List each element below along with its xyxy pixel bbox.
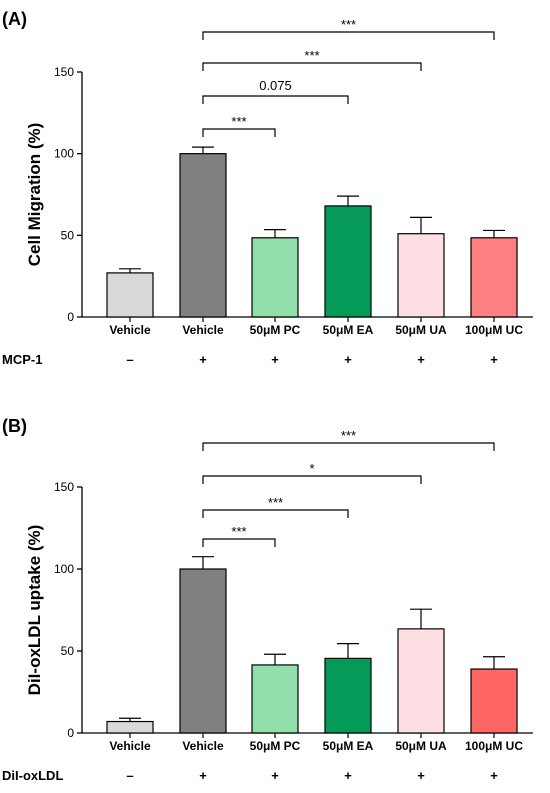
x-tick-label: 50μM PC [250, 739, 301, 753]
chart-panel-a: (A) 0 50 100 150 Cell Migration (%) Vehicle – Ve… [2, 9, 533, 367]
x-tick-label: 50μM UA [395, 323, 447, 337]
treatment-mark: + [344, 352, 352, 367]
treatment-mark: + [417, 352, 425, 367]
treatment-mark: + [490, 768, 498, 783]
treatment-mark: + [271, 352, 279, 367]
y-tick-label: 100 [54, 147, 74, 161]
y-tick-label: 0 [67, 726, 74, 740]
bar [470, 668, 518, 734]
significance-bracket [202, 509, 349, 518]
significance-bracket [202, 442, 495, 451]
significance-bracket [202, 62, 422, 71]
x-tick-label: 50μM EA [323, 739, 374, 753]
treatment-mark: – [126, 352, 133, 367]
bar [106, 720, 154, 734]
treatment-label: MCP-1 [2, 352, 42, 367]
bar [324, 657, 372, 734]
treatment-mark: + [344, 768, 352, 783]
panel-label: (A) [2, 9, 27, 29]
x-tick-label: Vehicle [182, 323, 224, 337]
x-tick-label: Vehicle [109, 739, 151, 753]
bar [251, 664, 299, 734]
significance-bracket [202, 538, 276, 547]
significance-bracket [202, 31, 495, 40]
significance-label: *** [231, 114, 246, 129]
y-tick-label: 0 [67, 310, 74, 324]
significance-bracket [202, 95, 349, 104]
significance-bracket [202, 475, 422, 484]
bar [470, 237, 518, 318]
bar [106, 272, 154, 318]
y-tick-label: 50 [61, 644, 75, 658]
panel-label: (B) [2, 416, 27, 436]
x-tick-label: 100μM UC [465, 323, 523, 337]
bar [397, 233, 445, 318]
treatment-mark: + [271, 768, 279, 783]
chart-panel-b: (B) 0 50 100 150 DiI-oxLDL uptake (%) Vehicle –… [2, 416, 533, 783]
y-tick-label: 150 [54, 65, 74, 79]
bar [179, 568, 227, 734]
significance-label: *** [304, 48, 319, 63]
treatment-mark: + [490, 352, 498, 367]
significance-bracket [202, 128, 276, 137]
bar [397, 628, 445, 734]
treatment-mark: + [199, 768, 207, 783]
treatment-label: DiI-oxLDL [2, 768, 63, 783]
significance-label: *** [341, 17, 356, 32]
significance-label: * [309, 461, 314, 476]
x-tick-label: Vehicle [109, 323, 151, 337]
x-tick-label: 50μM UA [395, 739, 447, 753]
y-tick-label: 50 [61, 228, 75, 242]
bar [179, 153, 227, 318]
significance-label: *** [231, 524, 246, 539]
treatment-mark: – [126, 768, 133, 783]
significance-label: 0.075 [259, 78, 292, 93]
y-axis-label: Cell Migration (%) [25, 123, 44, 267]
x-tick-label: 50μM EA [323, 323, 374, 337]
treatment-mark: + [199, 352, 207, 367]
y-tick-label: 100 [54, 562, 74, 576]
y-tick-label: 150 [54, 480, 74, 494]
bar [324, 205, 372, 318]
x-tick-label: 100μM UC [465, 739, 523, 753]
significance-label: *** [268, 495, 283, 510]
significance-label: *** [341, 428, 356, 443]
x-tick-label: 50μM PC [250, 323, 301, 337]
y-axis-label: DiI-oxLDL uptake (%) [25, 525, 44, 696]
treatment-mark: + [417, 768, 425, 783]
x-tick-label: Vehicle [182, 739, 224, 753]
bar [251, 237, 299, 318]
